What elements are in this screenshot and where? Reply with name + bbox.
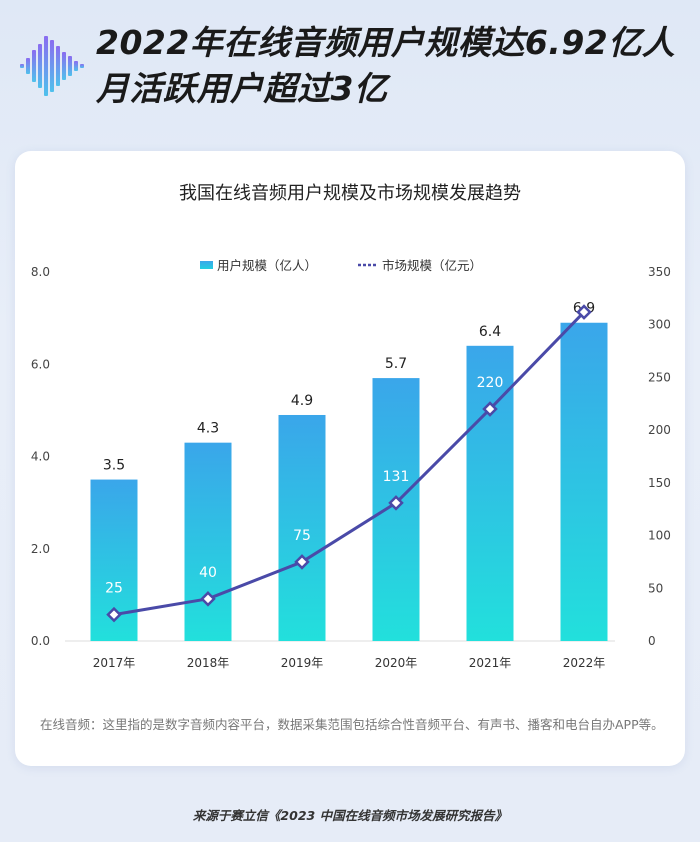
chart-legend: 用户规模（亿人） 市场规模（亿元） — [15, 255, 685, 275]
legend-label-user-scale: 用户规模（亿人） — [217, 258, 318, 273]
line-value-label: 312 — [571, 278, 598, 294]
line-point-marker — [294, 554, 310, 570]
legend-line-swatch-icon — [358, 263, 378, 266]
title-line-1: 2022年在线音频用户规模达6.92亿人 — [96, 23, 676, 62]
left-axis-tick-label: 6.0 — [31, 357, 50, 371]
bar-value-label: 4.9 — [291, 393, 313, 409]
line-value-label: 131 — [383, 469, 410, 485]
x-axis-tick-label: 2017年 — [93, 656, 136, 670]
right-axis-tick-label: 150 — [648, 476, 671, 490]
right-axis-tick-label: 100 — [648, 529, 671, 543]
line-point-marker — [200, 591, 216, 607]
page-title: 2022年在线音频用户规模达6.92亿人 月活跃用户超过3亿 — [96, 20, 696, 112]
line-point-marker — [482, 401, 498, 417]
x-axis-tick-label: 2019年 — [281, 656, 324, 670]
title-line-2: 月活跃用户超过3亿 — [96, 69, 388, 108]
line-point-marker — [106, 606, 122, 623]
legend-item-user-scale: 用户规模（亿人） — [200, 255, 317, 274]
legend-item-market-scale: 市场规模（亿元） — [358, 255, 482, 274]
data-source: 来源于赛立信《2023 中国在线音频市场发展研究报告》 — [192, 808, 508, 823]
bar-value-label: 3.5 — [103, 458, 125, 474]
chart-title: 我国在线音频用户规模及市场规模发展趋势 — [179, 183, 521, 204]
right-axis-tick-label: 350 — [648, 265, 671, 279]
right-axis-tick-label: 0 — [648, 634, 656, 648]
line-value-label: 25 — [105, 581, 123, 597]
line-point-marker — [388, 495, 404, 511]
line-value-label: 220 — [477, 375, 504, 391]
x-axis-tick-label: 2020年 — [375, 656, 418, 670]
left-axis-tick-label: 8.0 — [31, 265, 50, 279]
left-axis-tick-label: 2.0 — [31, 542, 50, 556]
right-axis-tick-label: 200 — [648, 423, 671, 437]
legend-bar-swatch-icon — [200, 260, 213, 269]
chart-card: 我国在线音频用户规模及市场规模发展趋势 用户规模（亿人） 市场规模（亿元） 0.… — [15, 151, 685, 766]
bar-value-label: 4.3 — [197, 421, 219, 437]
x-axis-tick-label: 2018年 — [187, 656, 230, 670]
line-value-label: 75 — [293, 528, 311, 544]
bar — [184, 442, 232, 641]
x-axis-tick-label: 2021年 — [469, 656, 512, 670]
right-axis-tick-label: 250 — [648, 370, 671, 384]
market-scale-line — [113, 311, 586, 617]
bar-value-label: 6.4 — [479, 324, 501, 340]
bar — [560, 322, 608, 641]
bar-value-label: 5.7 — [385, 356, 407, 372]
left-axis-tick-label: 4.0 — [31, 450, 50, 464]
right-axis-tick-label: 50 — [648, 581, 663, 595]
legend-label-market-scale: 市场规模（亿元） — [382, 258, 483, 273]
header: 2022年在线音频用户规模达6.92亿人 月活跃用户超过3亿 — [0, 0, 700, 140]
x-axis-tick-label: 2022年 — [563, 656, 606, 670]
left-axis-tick-label: 0.0 — [31, 634, 50, 648]
bar — [278, 414, 326, 641]
line-point-marker — [576, 304, 592, 320]
chart-footnote: 在线音频：这里指的是数字音频内容平台，数据采集范围包括综合性音频平台、有声书、播… — [40, 717, 664, 732]
line-value-label: 40 — [199, 565, 217, 581]
chart-plot: 0.0 2.0 4.0 6.0 8.0 0 50 100 150 200 250 300 350 3.5 2… — [31, 265, 671, 670]
right-axis-tick-label: 300 — [648, 318, 671, 332]
audio-wave-logo-icon — [20, 36, 84, 96]
